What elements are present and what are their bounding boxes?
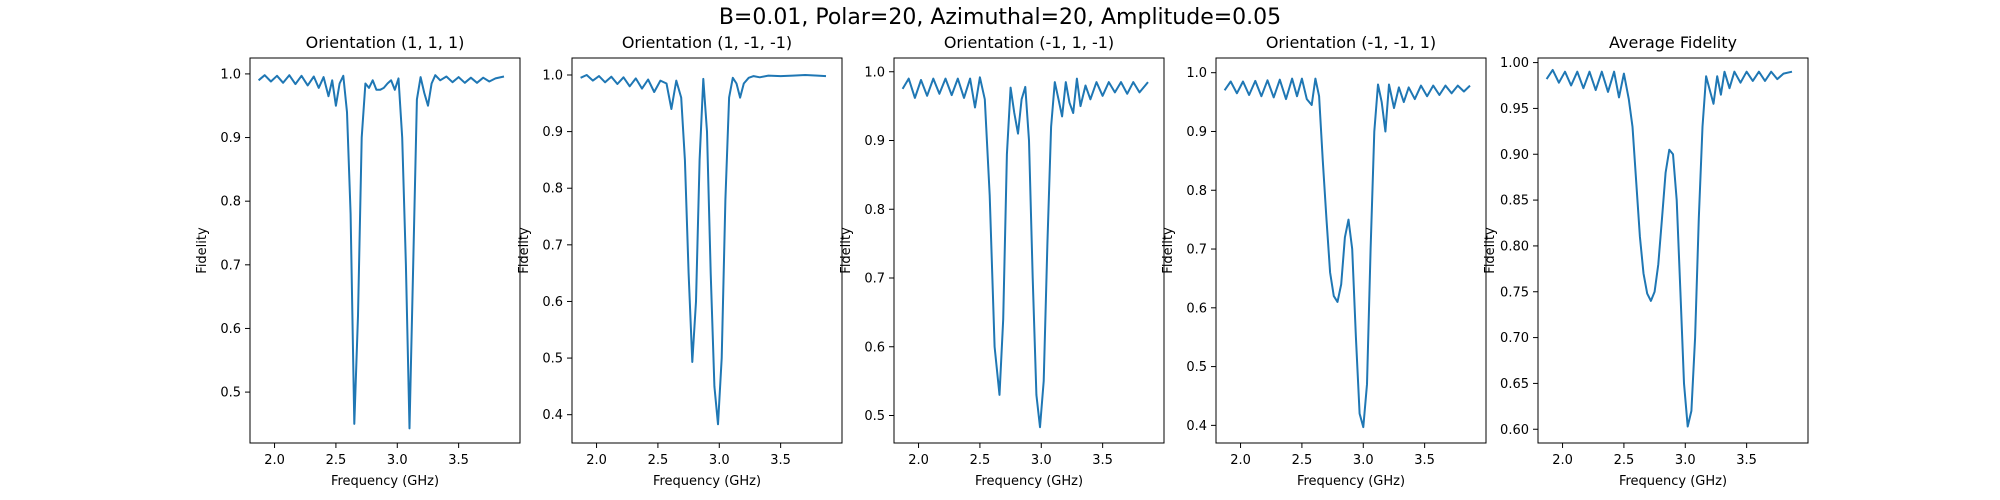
- x-tick-label: 2.5: [970, 453, 991, 468]
- chart-panel-5: Average Fidelity 2.0 2.5 3.0 3.5 0.60 0.65 0.70…: [1483, 33, 1809, 489]
- chart-panel-2: Orientation (1, -1, -1) 2.0 2.5 3.0 3.5 0.4 0.…: [517, 33, 843, 489]
- y-tick-label: 0.6: [542, 295, 563, 310]
- x-tick-label: 3.0: [709, 453, 730, 468]
- y-tick-label: 0.7: [864, 272, 885, 287]
- y-tick-label: 0.75: [1500, 285, 1529, 300]
- x-tick-label: 3.5: [770, 453, 791, 468]
- y-tick-label: 0.5: [542, 352, 563, 367]
- y-tick-label: 0.90: [1500, 148, 1529, 163]
- y-tick-label: 0.8: [542, 182, 563, 197]
- chart-title: Orientation (1, 1, 1): [306, 33, 465, 52]
- y-tick-label: 0.70: [1500, 331, 1529, 346]
- x-tick-label: 2.5: [648, 453, 669, 468]
- axes-frame: [1215, 57, 1487, 444]
- y-tick-label: 0.7: [542, 238, 563, 253]
- y-tick-label: 0.4: [1186, 419, 1207, 434]
- x-axis-label: Frequency (GHz): [331, 474, 439, 489]
- x-axis-label: Frequency (GHz): [653, 474, 761, 489]
- x-tick-label: 3.5: [1736, 453, 1757, 468]
- x-tick-label: 2.0: [908, 453, 929, 468]
- x-tick-label: 2.5: [1614, 453, 1635, 468]
- y-tick-label: 0.7: [220, 258, 241, 273]
- figure-suptitle: B=0.01, Polar=20, Azimuthal=20, Amplitud…: [718, 5, 1282, 30]
- x-tick-label: 2.0: [586, 453, 607, 468]
- axes-frame: [1537, 57, 1809, 444]
- y-tick-label: 0.5: [1186, 360, 1207, 375]
- y-tick-label: 0.6: [864, 340, 885, 355]
- x-tick-label: 2.0: [264, 453, 285, 468]
- axes-frame: [571, 57, 843, 444]
- chart-panel-3: Orientation (-1, 1, -1) 2.0 2.5 3.0 3.5 0.5 0.…: [839, 33, 1165, 489]
- fidelity-line: [1545, 68, 1793, 428]
- y-tick-label: 0.8: [220, 195, 241, 210]
- y-tick-label: 0.5: [864, 409, 885, 424]
- x-tick-label: 3.0: [1031, 453, 1052, 468]
- y-tick-label: 1.0: [864, 65, 885, 80]
- x-tick-label: 2.5: [326, 453, 347, 468]
- y-tick-label: 0.7: [1186, 243, 1207, 258]
- x-tick-label: 3.5: [448, 453, 469, 468]
- chart-title: Average Fidelity: [1609, 33, 1737, 52]
- y-axis-label: Fidelity: [517, 227, 532, 274]
- y-axis-label: Fidelity: [195, 227, 210, 274]
- x-axis-label: Frequency (GHz): [1619, 474, 1727, 489]
- x-tick-label: 3.0: [1353, 453, 1374, 468]
- fidelity-line: [257, 74, 505, 430]
- y-axis-label: Fidelity: [1483, 227, 1498, 274]
- y-tick-label: 0.95: [1500, 102, 1529, 117]
- y-axis-label: Fidelity: [839, 227, 854, 274]
- x-tick-label: 2.0: [1230, 453, 1251, 468]
- x-tick-label: 3.0: [387, 453, 408, 468]
- y-tick-label: 0.5: [220, 386, 241, 401]
- x-tick-label: 2.5: [1292, 453, 1313, 468]
- x-tick-label: 2.0: [1552, 453, 1573, 468]
- y-tick-label: 0.9: [220, 131, 241, 146]
- y-axis-label: Fidelity: [1161, 227, 1176, 274]
- axes-frame: [249, 57, 521, 444]
- y-tick-label: 0.8: [864, 203, 885, 218]
- y-tick-label: 0.85: [1500, 194, 1529, 209]
- y-tick-label: 0.9: [864, 134, 885, 149]
- y-tick-label: 0.9: [542, 125, 563, 140]
- y-tick-label: 0.8: [1186, 184, 1207, 199]
- y-tick-label: 0.80: [1500, 239, 1529, 254]
- fidelity-line: [580, 74, 827, 426]
- axes-frame: [893, 57, 1165, 444]
- x-tick-label: 3.5: [1092, 453, 1113, 468]
- fidelity-line: [1223, 77, 1471, 429]
- x-tick-label: 3.5: [1414, 453, 1435, 468]
- chart-title: Orientation (-1, -1, 1): [1266, 33, 1436, 52]
- y-tick-label: 0.6: [220, 322, 241, 337]
- chart-panel-4: Orientation (-1, -1, 1) 2.0 2.5 3.0 3.5 0.4 0.…: [1161, 33, 1487, 489]
- x-axis-label: Frequency (GHz): [975, 474, 1083, 489]
- y-tick-label: 1.0: [220, 67, 241, 82]
- y-tick-label: 0.6: [1186, 301, 1207, 316]
- y-tick-label: 0.4: [542, 408, 563, 423]
- y-tick-label: 1.0: [1186, 66, 1207, 81]
- chart-title: Orientation (-1, 1, -1): [944, 33, 1114, 52]
- x-tick-label: 3.0: [1675, 453, 1696, 468]
- y-tick-label: 1.0: [542, 68, 563, 83]
- fidelity-line: [901, 76, 1149, 429]
- y-tick-label: 0.65: [1500, 377, 1529, 392]
- chart-panel-1: Orientation (1, 1, 1) 2.0 2.5 3.0 3.5 0.5 0.6 0…: [195, 33, 521, 489]
- chart-title: Orientation (1, -1, -1): [622, 33, 792, 52]
- y-tick-label: 1.00: [1500, 56, 1529, 71]
- y-tick-label: 0.60: [1500, 423, 1529, 438]
- y-tick-label: 0.9: [1186, 125, 1207, 140]
- x-axis-label: Frequency (GHz): [1297, 474, 1405, 489]
